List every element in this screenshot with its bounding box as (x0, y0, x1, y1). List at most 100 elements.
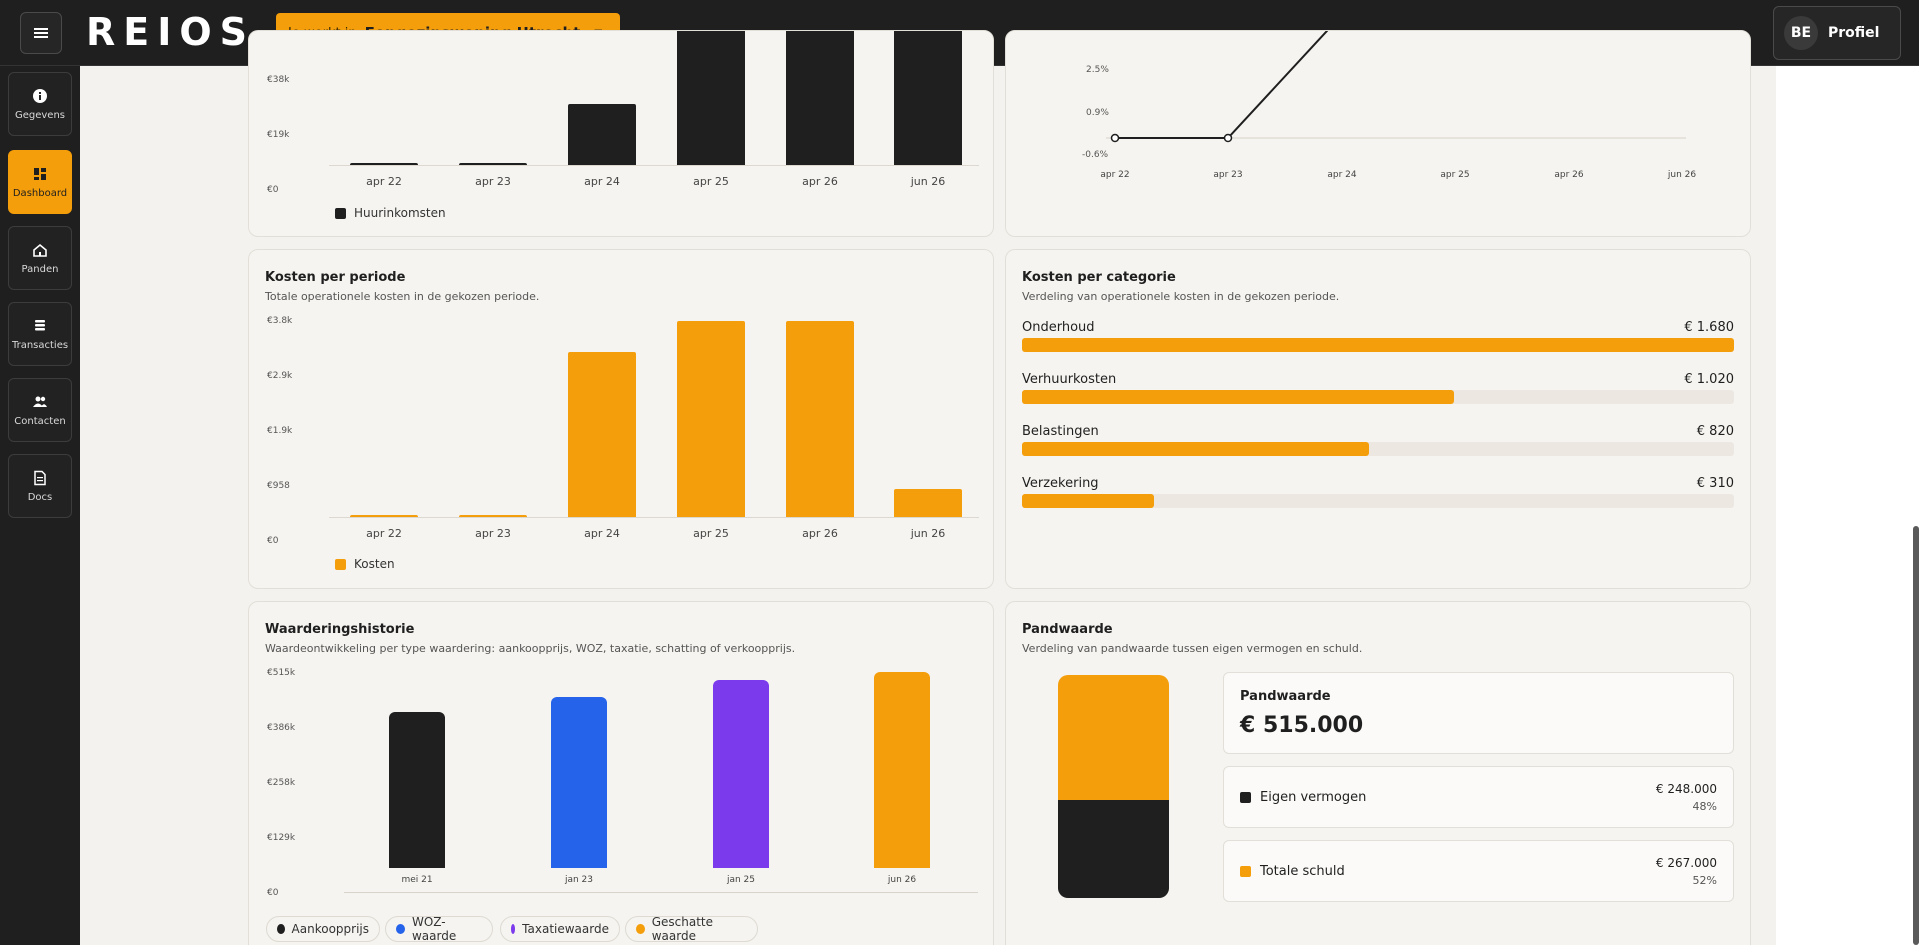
valuation-history-card: Waarderingshistorie Waardeontwikkeling p… (248, 601, 994, 945)
house-icon (33, 243, 47, 257)
equity-swatch (1240, 792, 1251, 803)
category-track (1022, 494, 1734, 508)
dashboard-icon (34, 167, 46, 180)
profile-label: Profiel (1828, 25, 1880, 41)
x-tick-label: jun 26 (910, 175, 946, 188)
scrollbar-thumb[interactable] (1913, 526, 1919, 945)
bar (459, 515, 527, 517)
total-value-box: Pandwaarde € 515.000 (1223, 672, 1734, 754)
costs-per-period-card: Kosten per periode Totale operationele k… (248, 249, 994, 589)
bar (677, 321, 745, 517)
bar (389, 711, 445, 868)
sidebar-item-label: Gegevens (14, 109, 66, 121)
card-subtitle: Verdeling van pandwaarde tussen eigen ve… (1022, 642, 1363, 655)
x-tick-label: apr 24 (584, 527, 620, 540)
legend-chip-aankoopprijs[interactable]: Aankoopprijs (266, 916, 380, 942)
y-tick: €0 (267, 536, 279, 546)
hamburger-icon (34, 32, 48, 34)
legend-chip-taxatiewaarde[interactable]: Taxatiewaarde (500, 916, 620, 942)
legend-label: Taxatiewaarde (522, 922, 609, 936)
avatar: BE (1784, 16, 1818, 50)
chart-legend: Kosten (335, 557, 395, 571)
x-tick-label: apr 26 (802, 175, 838, 188)
legend-chip-geschatte-waarde[interactable]: Geschatte waarde (625, 915, 758, 943)
equity-label: Eigen vermogen (1260, 790, 1367, 805)
x-axis-line (329, 517, 979, 518)
sidebar-item-gegevens[interactable]: Gegevens (8, 72, 72, 136)
sidebar-item-label: Transacties (11, 339, 69, 351)
profile-button[interactable]: BE Profiel (1773, 6, 1901, 60)
debt-segment (1058, 675, 1169, 800)
legend-dot (396, 924, 405, 934)
legend-label: WOZ-waarde (411, 915, 457, 943)
right-gutter (1776, 66, 1919, 945)
y-tick: 2.5% (1086, 65, 1109, 75)
x-tick-label: apr 23 (475, 175, 511, 188)
x-tick-label: apr 23 (1213, 170, 1243, 180)
total-value-label: Pandwaarde (1240, 689, 1331, 704)
bar (894, 488, 962, 517)
x-tick-label: mei 21 (401, 875, 433, 885)
sidebar-item-panden[interactable]: Panden (8, 226, 72, 290)
debt-label: Totale schuld (1260, 864, 1345, 879)
category-name: Belastingen (1022, 424, 1099, 439)
y-tick: €958 (267, 481, 290, 491)
x-tick-label: apr 25 (1440, 170, 1470, 180)
sidebar-item-label: Panden (21, 263, 59, 275)
bar (874, 672, 930, 868)
sidebar-item-docs[interactable]: Docs (8, 454, 72, 518)
category-name: Verhuurkosten (1022, 372, 1117, 387)
y-tick: €0 (267, 888, 279, 898)
bar (677, 31, 745, 165)
category-amount: € 310 (1696, 476, 1734, 491)
x-tick-label: apr 26 (1554, 170, 1584, 180)
y-tick: €38k (267, 75, 290, 85)
x-axis-line (329, 165, 979, 166)
legend-label: Kosten (354, 557, 395, 571)
x-tick-label: jan 23 (564, 875, 594, 885)
sidebar-item-dashboard[interactable]: Dashboard (8, 150, 72, 214)
costs-per-category-card: Kosten per categorie Verdeling van opera… (1005, 249, 1751, 589)
equity-segment (1058, 800, 1169, 898)
category-row: Onderhoud € 1.680 (1022, 320, 1734, 354)
card-subtitle: Totale operationele kosten in de gekozen… (265, 290, 540, 303)
x-axis-line (344, 892, 978, 893)
y-tick: €386k (267, 723, 296, 733)
bar (786, 31, 854, 165)
x-tick-label: apr 25 (693, 175, 729, 188)
yield-card: 2.5% 0.9% -0.6% apr 22 apr 23 apr 24 apr 25… (1005, 30, 1751, 237)
x-tick-label: apr 25 (693, 527, 729, 540)
sidebar-item-label: Dashboard (12, 187, 68, 199)
bar (350, 515, 418, 517)
y-tick: €129k (267, 833, 296, 843)
equity-box: Eigen vermogen € 248.000 48% (1223, 766, 1734, 828)
x-tick-label: apr 26 (802, 527, 838, 540)
data-point (1223, 133, 1233, 143)
app-logo[interactable]: REIOS (86, 10, 256, 54)
legend-label: Huurinkomsten (354, 206, 446, 220)
sidebar-item-transacties[interactable]: Transacties (8, 302, 72, 366)
legend-chip-woz-waarde[interactable]: WOZ-waarde (385, 915, 493, 943)
x-tick-label: apr 24 (584, 175, 620, 188)
sidebar-item-label: Docs (27, 491, 53, 503)
card-subtitle: Waardeontwikkeling per type waardering: … (265, 642, 796, 655)
y-tick: €1.9k (267, 426, 293, 436)
legend-label: Geschatte waarde (651, 915, 714, 943)
bar (551, 696, 607, 868)
y-tick: €258k (267, 778, 296, 788)
x-tick-label: jun 26 (887, 875, 917, 885)
category-row: Verhuurkosten € 1.020 (1022, 372, 1734, 406)
y-tick: €2.9k (267, 371, 293, 381)
sidebar-item-contacten[interactable]: Contacten (8, 378, 72, 442)
card-title: Waarderingshistorie (265, 622, 415, 637)
card-title: Kosten per periode (265, 270, 406, 285)
category-track (1022, 390, 1734, 404)
menu-button[interactable] (20, 12, 62, 54)
y-tick: €515k (267, 668, 296, 678)
y-tick: -0.6% (1082, 150, 1109, 160)
category-row: Verzekering € 310 (1022, 476, 1734, 510)
series-line (1115, 31, 1329, 139)
x-tick-label: jun 26 (910, 527, 946, 540)
category-amount: € 820 (1696, 424, 1734, 439)
rent-income-card: €38k €19k €0 apr 22 apr 23 apr 24 apr 25 apr… (248, 30, 994, 237)
